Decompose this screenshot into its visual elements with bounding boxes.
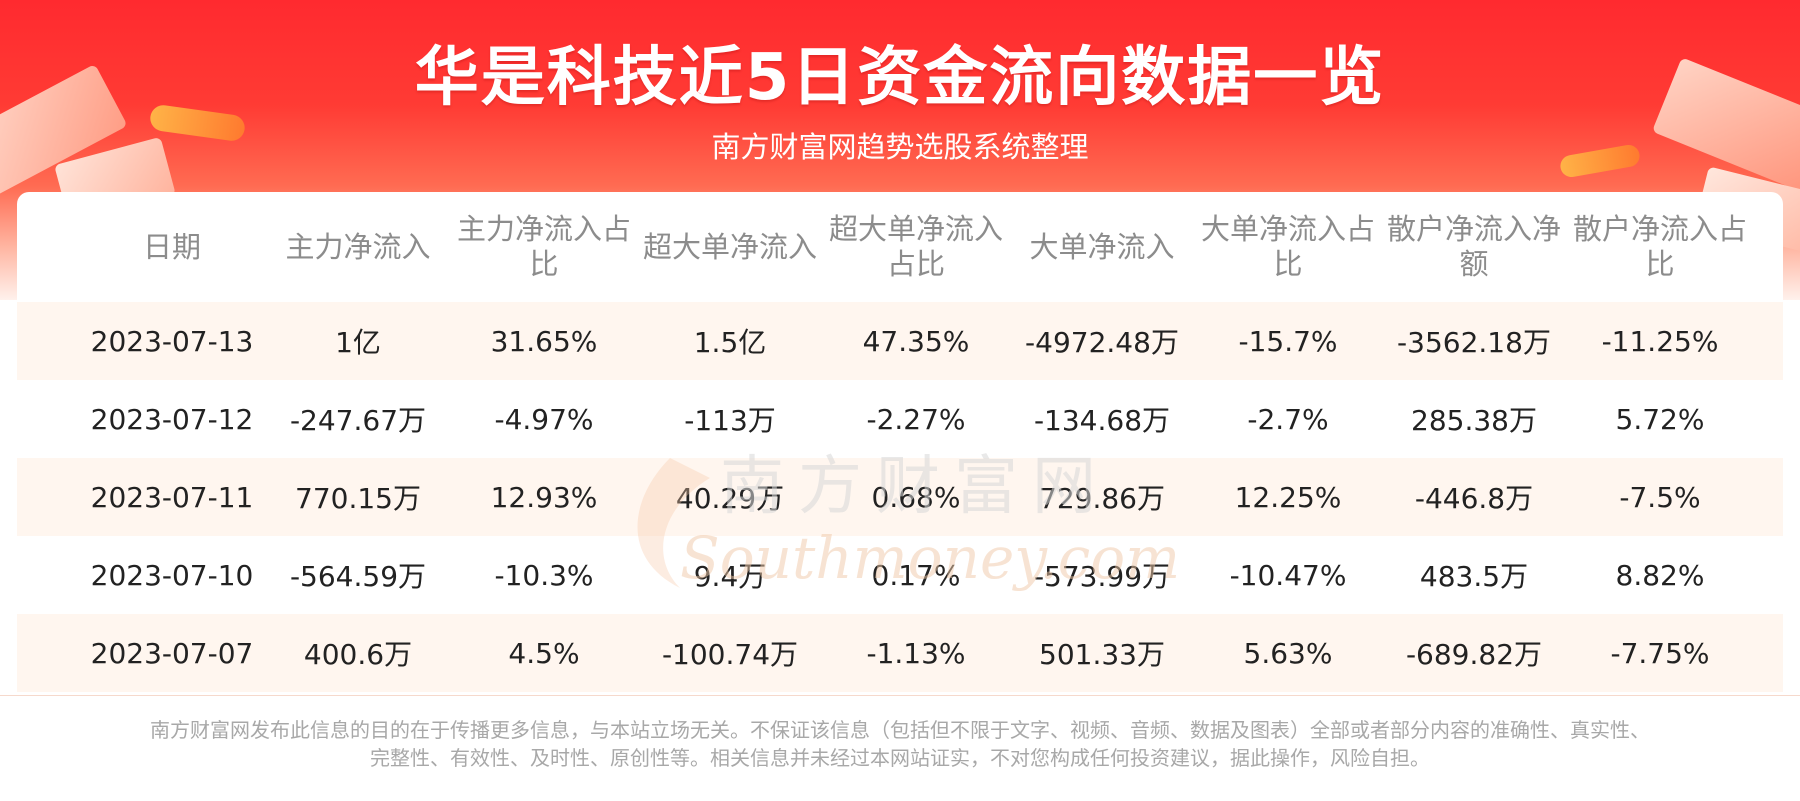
column-header-retail-net: 散户净流入净额 xyxy=(1386,212,1561,281)
cell-retail-net: 285.38万 xyxy=(1411,404,1537,437)
table-header-row: 日期 主力净流入 主力净流入占比 超大单净流入 超大单净流入占比 大单净流入 大… xyxy=(17,192,1783,302)
cell-large-inflow: 729.86万 xyxy=(1039,482,1165,515)
cell-retail-ratio: -11.25% xyxy=(1601,324,1719,358)
cell-large-inflow: -573.99万 xyxy=(1033,560,1171,593)
cell-main-ratio: 4.5% xyxy=(508,636,580,670)
cell-xl-ratio: 0.17% xyxy=(871,558,961,592)
cell-retail-ratio: -7.75% xyxy=(1610,636,1710,670)
data-table: 日期 主力净流入 主力净流入占比 超大单净流入 超大单净流入占比 大单净流入 大… xyxy=(17,192,1783,695)
cell-xl-ratio: 47.35% xyxy=(862,324,970,358)
cell-xl-ratio: -1.13% xyxy=(866,636,966,670)
cell-date: 2023-07-11 xyxy=(90,480,254,514)
cell-xl-inflow: 1.5亿 xyxy=(693,326,767,359)
cell-xl-inflow: 40.29万 xyxy=(675,482,785,515)
cell-retail-net: -3562.18万 xyxy=(1397,326,1551,359)
cell-retail-ratio: 8.82% xyxy=(1615,558,1705,592)
cell-main-inflow: -247.67万 xyxy=(289,404,427,437)
disclaimer-line-1: 南方财富网发布此信息的目的在于传播更多信息，与本站立场无关。不保证该信息（包括但… xyxy=(150,718,1650,742)
cell-main-ratio: -10.3% xyxy=(494,558,594,592)
cell-xl-inflow: 9.4万 xyxy=(693,560,767,593)
cell-main-inflow: 1亿 xyxy=(335,326,381,359)
cell-large-ratio: -10.47% xyxy=(1229,558,1347,592)
column-header-main-ratio: 主力净流入占比 xyxy=(456,212,631,281)
column-header-retail-ratio: 散户净流入占比 xyxy=(1572,212,1747,281)
cell-main-inflow: 400.6万 xyxy=(303,638,413,671)
cell-large-inflow: -4972.48万 xyxy=(1025,326,1179,359)
cell-date: 2023-07-12 xyxy=(90,402,254,436)
cell-date: 2023-07-13 xyxy=(90,324,254,358)
table-row: 2023-07-13 1亿 31.65% 1.5亿 47.35% -4972.4… xyxy=(17,302,1783,380)
cell-xl-inflow: -113万 xyxy=(684,404,776,437)
disclaimer-line-2: 完整性、有效性、及时性、原创性等。相关信息并未经过本网站证实，不对您构成任何投资… xyxy=(370,746,1430,770)
cell-main-ratio: -4.97% xyxy=(494,402,594,436)
cell-main-ratio: 12.93% xyxy=(490,480,598,514)
page-title: 华是科技近5日资金流向数据一览 xyxy=(414,41,1386,115)
table-row: 2023-07-10 -564.59万 -10.3% 9.4万 0.17% -5… xyxy=(17,536,1783,614)
cell-large-ratio: -2.7% xyxy=(1247,402,1329,436)
cell-xl-ratio: 0.68% xyxy=(871,480,961,514)
cell-large-ratio: -15.7% xyxy=(1238,324,1338,358)
cell-main-inflow: -564.59万 xyxy=(289,560,427,593)
column-header-date: 日期 xyxy=(142,229,201,264)
cell-retail-ratio: -7.5% xyxy=(1619,480,1701,514)
column-header-main-inflow: 主力净流入 xyxy=(285,229,431,264)
cell-retail-net: -689.82万 xyxy=(1405,638,1543,671)
cell-large-inflow: -134.68万 xyxy=(1033,404,1171,437)
cell-xl-inflow: -100.74万 xyxy=(661,638,799,671)
footer-disclaimer: 南方财富网发布此信息的目的在于传播更多信息，与本站立场无关。不保证该信息（包括但… xyxy=(0,695,1800,801)
table-row: 2023-07-11 770.15万 12.93% 40.29万 0.68% 7… xyxy=(17,458,1783,536)
column-header-xl-ratio: 超大单净流入占比 xyxy=(828,212,1003,281)
cell-large-ratio: 12.25% xyxy=(1234,480,1342,514)
cell-main-inflow: 770.15万 xyxy=(295,482,421,515)
table-row: 2023-07-07 400.6万 4.5% -100.74万 -1.13% 5… xyxy=(17,614,1783,692)
cell-retail-ratio: 5.72% xyxy=(1615,402,1705,436)
page-subtitle: 南方财富网趋势选股系统整理 xyxy=(711,130,1089,164)
cell-date: 2023-07-07 xyxy=(90,636,254,670)
disclaimer-text: 南方财富网发布此信息的目的在于传播更多信息，与本站立场无关。不保证该信息（包括但… xyxy=(70,716,1730,772)
cell-xl-ratio: -2.27% xyxy=(866,402,966,436)
cell-retail-net: 483.5万 xyxy=(1419,560,1529,593)
cell-main-ratio: 31.65% xyxy=(490,324,598,358)
table-row: 2023-07-12 -247.67万 -4.97% -113万 -2.27% … xyxy=(17,380,1783,458)
column-header-large-inflow: 大单净流入 xyxy=(1029,229,1175,264)
cell-retail-net: -446.8万 xyxy=(1414,482,1534,515)
cell-large-inflow: 501.33万 xyxy=(1039,638,1165,671)
column-header-large-ratio: 大单净流入占比 xyxy=(1200,212,1375,281)
cell-date: 2023-07-10 xyxy=(90,558,254,592)
column-header-xl-inflow: 超大单净流入 xyxy=(642,229,817,264)
cell-large-ratio: 5.63% xyxy=(1243,636,1333,670)
